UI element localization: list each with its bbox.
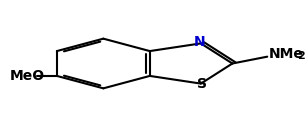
Text: S: S (197, 77, 207, 91)
Text: NMe: NMe (269, 47, 303, 61)
Text: 2: 2 (297, 51, 305, 61)
Text: N: N (194, 35, 205, 49)
Text: MeO: MeO (10, 69, 45, 83)
